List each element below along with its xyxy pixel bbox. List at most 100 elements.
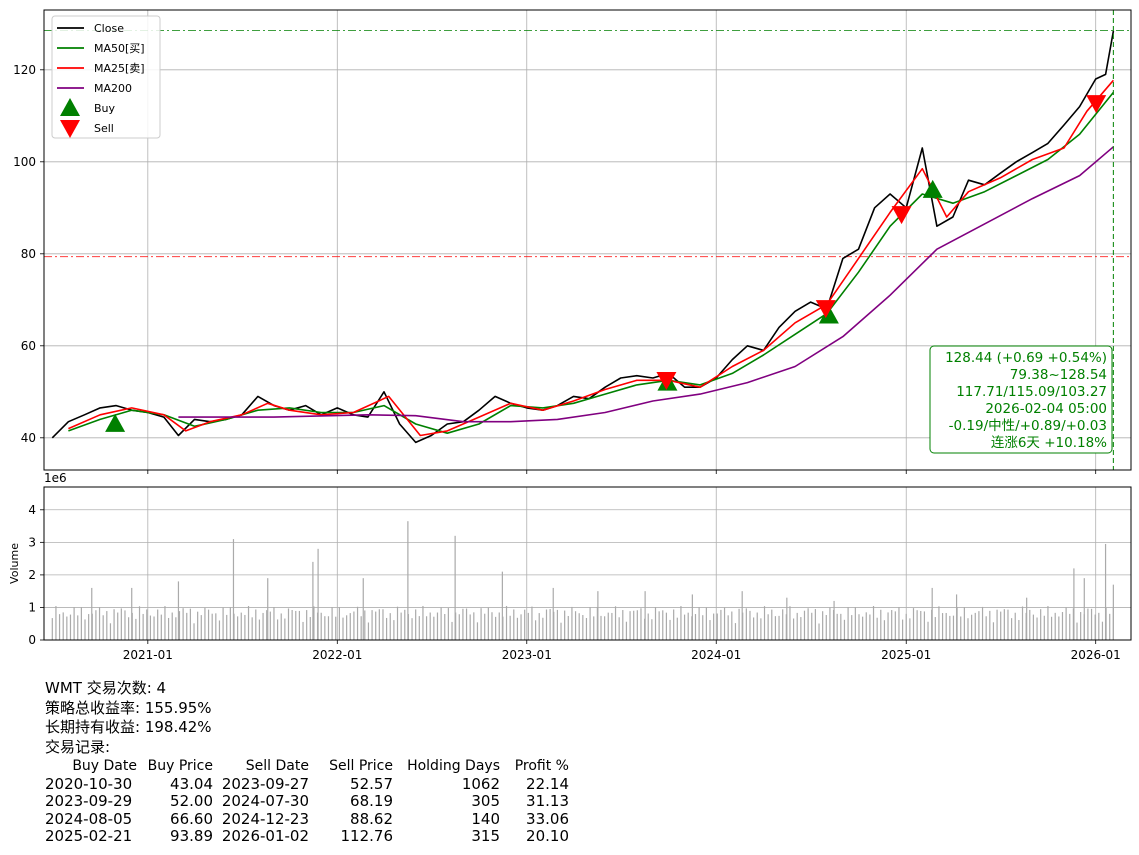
- xtick-label: 2022-01: [312, 648, 362, 662]
- volume-bar: [273, 607, 275, 640]
- volume-bar: [800, 617, 802, 640]
- legend-label: Buy: [94, 102, 116, 115]
- volume-bar: [509, 615, 511, 640]
- legend-swatch: [60, 120, 80, 138]
- volume-bar: [778, 615, 780, 640]
- column-header: Holding Days: [407, 758, 500, 774]
- volume-bar: [985, 616, 987, 640]
- volume-bar: [822, 611, 824, 640]
- volume-bar: [276, 619, 279, 640]
- volume-bar: [164, 606, 166, 640]
- volume-ytick-label: 0: [28, 633, 36, 647]
- volume-bar: [407, 521, 409, 640]
- volume-bar: [814, 609, 816, 640]
- xtick-label: 2026-01: [1071, 648, 1121, 662]
- volume-bar: [309, 617, 311, 640]
- sell-marker: [891, 206, 912, 225]
- volume-bar: [98, 607, 101, 640]
- volume-bar: [469, 614, 471, 640]
- stock-chart: 406080100120CloseMA50[买]MA25[卖]MA200BuyS…: [8, 9, 1132, 662]
- volume-bar: [723, 607, 726, 640]
- volume-bar: [538, 613, 540, 640]
- buy-marker: [105, 413, 126, 432]
- volume-bar: [505, 605, 508, 640]
- volume-bar: [589, 607, 591, 640]
- volume-bar: [146, 609, 148, 640]
- volume-bar: [1065, 607, 1067, 640]
- volume-bar: [713, 613, 715, 640]
- buy-marker: [818, 305, 839, 324]
- volume-bar: [484, 613, 486, 640]
- volume-bar: [1029, 609, 1031, 640]
- volume-bar: [167, 617, 170, 640]
- volume-bar: [80, 607, 82, 640]
- volume-ytick-label: 1: [28, 600, 36, 614]
- holding-days-cell: 305: [471, 792, 500, 810]
- column-header: Buy Date: [72, 758, 137, 774]
- volume-bar: [887, 612, 889, 640]
- volume-bar: [967, 618, 969, 640]
- volume-bar: [905, 613, 907, 640]
- volume-bar: [175, 617, 177, 640]
- volume-bar: [364, 610, 366, 640]
- volume-bar: [1098, 612, 1100, 640]
- sell-date-cell: 2023-09-27: [221, 774, 309, 793]
- volume-bar: [491, 612, 493, 640]
- sell-price-cell: 112.76: [340, 827, 394, 845]
- volume-bar: [941, 613, 944, 640]
- volume-bar: [375, 611, 377, 640]
- buy-marker: [922, 179, 943, 198]
- volume-bar: [709, 620, 711, 640]
- volume-bar: [955, 594, 958, 640]
- strategy-return-line: 策略总收益率: 155.95%: [45, 698, 212, 717]
- volume-bar: [604, 616, 606, 640]
- volume-bar: [851, 615, 853, 640]
- volume-bar: [858, 614, 860, 640]
- volume-bar: [280, 613, 282, 640]
- volume-bar: [552, 587, 554, 640]
- volume-bar: [597, 591, 599, 640]
- volume-bar: [636, 610, 638, 640]
- volume-bar: [312, 561, 314, 640]
- volume-bar: [411, 618, 413, 640]
- volume-bar: [640, 608, 642, 640]
- volume-bar: [763, 606, 766, 640]
- volume-bar: [945, 612, 947, 640]
- volume-bar: [171, 612, 173, 640]
- volume-bar: [574, 611, 577, 640]
- volume-bar: [923, 611, 925, 640]
- volume-bar: [335, 616, 337, 640]
- volume-bar: [582, 615, 584, 640]
- volume-bar: [909, 618, 911, 640]
- volume-bar: [498, 612, 500, 640]
- volume-bar: [694, 614, 697, 640]
- volume-bar: [614, 606, 617, 640]
- volume-bar: [952, 615, 955, 640]
- volume-bar: [1014, 612, 1016, 640]
- volume-bar: [1000, 611, 1002, 640]
- volume-bar: [611, 612, 613, 640]
- volume-bar: [1069, 613, 1071, 640]
- volume-bar: [55, 606, 57, 640]
- volume-bar: [593, 616, 595, 640]
- volume-bar: [346, 615, 348, 640]
- column-header: Profit %: [514, 758, 569, 774]
- table-row: 2025-02-21 93.89 2026-01-02 112.76 315 2…: [45, 827, 569, 846]
- volume-bar: [313, 606, 315, 640]
- volume-bar: [135, 618, 137, 640]
- volume-bar: [338, 607, 340, 640]
- volume-bar: [687, 612, 689, 640]
- volume-bar: [720, 609, 722, 640]
- volume-bar: [106, 611, 108, 640]
- volume-bar: [222, 607, 224, 640]
- volume-bar: [862, 616, 864, 640]
- volume-bar: [177, 581, 180, 640]
- volume-bar: [465, 608, 468, 640]
- volume-bar: [880, 609, 882, 640]
- volume-bar: [843, 619, 846, 640]
- volume-bar: [160, 614, 162, 640]
- volume-bar: [269, 611, 271, 640]
- volume-bar: [262, 612, 264, 640]
- volume-bar: [95, 610, 97, 640]
- volume-bar: [607, 612, 609, 640]
